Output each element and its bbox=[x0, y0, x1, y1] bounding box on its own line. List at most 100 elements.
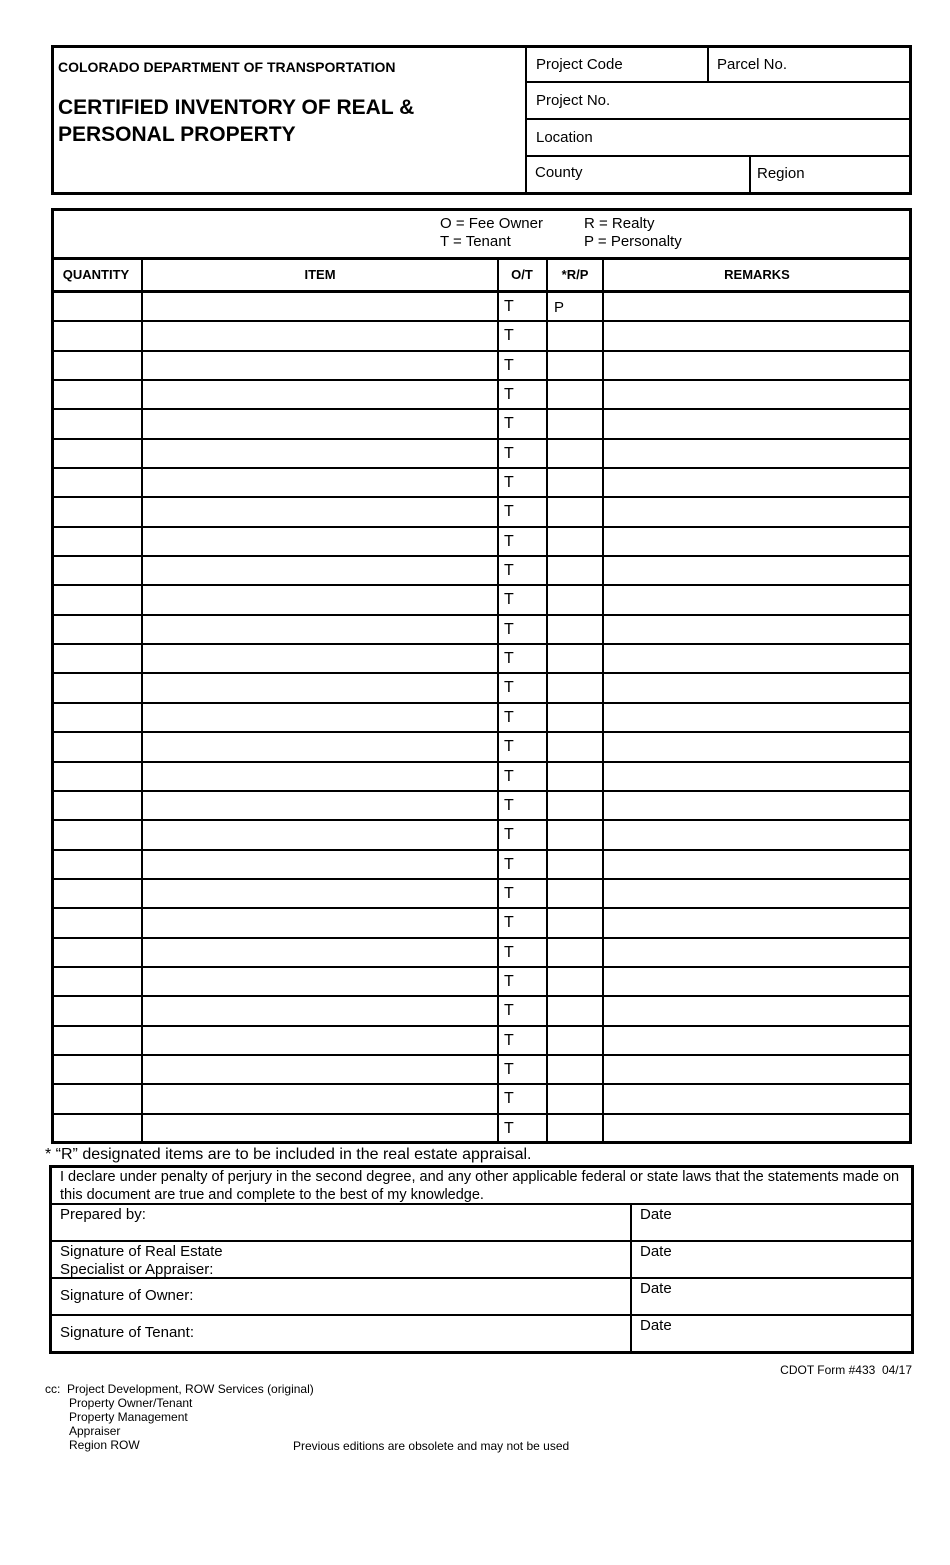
date-label: Date bbox=[640, 1280, 672, 1297]
rule bbox=[51, 290, 912, 293]
row-rule bbox=[51, 525, 912, 528]
row-rule bbox=[51, 877, 912, 880]
cell-ot: T bbox=[504, 356, 514, 374]
column-rule bbox=[141, 258, 143, 1144]
row-rule bbox=[49, 1314, 914, 1316]
rule bbox=[526, 155, 912, 157]
row-rule bbox=[51, 760, 912, 763]
legend-text: P = Personalty bbox=[584, 233, 682, 250]
row-rule bbox=[49, 1277, 914, 1279]
field-label: Parcel No. bbox=[717, 56, 788, 73]
row-rule bbox=[51, 437, 912, 440]
agency: COLORADO DEPARTMENT OF TRANSPORTATION bbox=[58, 59, 396, 75]
row-rule bbox=[51, 643, 912, 646]
date-label: Date bbox=[640, 1243, 672, 1260]
cell-ot: T bbox=[504, 826, 514, 844]
row-rule bbox=[51, 936, 912, 939]
row-rule bbox=[51, 408, 912, 411]
rule bbox=[707, 45, 709, 82]
cell-ot: T bbox=[504, 1031, 514, 1049]
cell-ot: T bbox=[504, 972, 514, 990]
rule bbox=[51, 257, 912, 260]
legend-text: O = Fee Owner bbox=[440, 215, 543, 232]
declaration: I declare under penalty of perjury in th… bbox=[60, 1169, 900, 1203]
row-rule bbox=[51, 1024, 912, 1027]
cell-ot: T bbox=[504, 943, 514, 961]
row-rule bbox=[51, 907, 912, 910]
row-rule bbox=[49, 1203, 914, 1205]
row-rule bbox=[51, 701, 912, 704]
cell-ot: T bbox=[504, 503, 514, 521]
column-header: REMARKS bbox=[724, 267, 790, 282]
cell-ot: T bbox=[504, 708, 514, 726]
signature-label: Signature of Tenant: bbox=[60, 1324, 194, 1341]
cell-ot: T bbox=[504, 1119, 514, 1137]
field-label: Location bbox=[536, 129, 593, 146]
column-rule bbox=[630, 1315, 632, 1352]
rule bbox=[525, 45, 527, 195]
cell-ot: T bbox=[504, 327, 514, 345]
column-rule bbox=[630, 1241, 632, 1278]
column-rule bbox=[497, 258, 499, 1144]
column-header: O/T bbox=[511, 267, 533, 282]
cell-ot: T bbox=[504, 1090, 514, 1108]
cell-ot: T bbox=[504, 679, 514, 697]
cell-ot: T bbox=[504, 415, 514, 433]
cc-recipient: Appraiser bbox=[69, 1424, 121, 1438]
header-box bbox=[51, 45, 912, 195]
row-rule bbox=[51, 555, 912, 558]
declaration-box bbox=[49, 1165, 914, 1354]
rule bbox=[526, 118, 912, 120]
row-rule bbox=[51, 1053, 912, 1056]
cell-ot: T bbox=[504, 532, 514, 550]
row-rule bbox=[51, 965, 912, 968]
form-number: CDOT Form #433 04/17 bbox=[780, 1363, 912, 1377]
cell-ot: T bbox=[504, 298, 514, 315]
cell-ot: T bbox=[504, 738, 514, 756]
row-rule bbox=[51, 496, 912, 499]
column-rule bbox=[546, 258, 548, 1144]
cell-ot: T bbox=[504, 1002, 514, 1020]
field-label: Region bbox=[757, 165, 805, 182]
inventory-table bbox=[51, 208, 912, 1144]
cell-ot: T bbox=[504, 767, 514, 785]
row-rule bbox=[51, 995, 912, 998]
cell-ot: T bbox=[504, 1060, 514, 1078]
cell-ot: T bbox=[504, 562, 514, 580]
row-rule bbox=[49, 1240, 914, 1242]
cell-ot: T bbox=[504, 620, 514, 638]
legend-text: R = Realty bbox=[584, 215, 655, 232]
row-rule bbox=[51, 320, 912, 323]
cell-ot: T bbox=[504, 650, 514, 668]
cell-ot: T bbox=[504, 474, 514, 492]
row-rule bbox=[51, 467, 912, 470]
cell-ot: T bbox=[504, 796, 514, 814]
signature-label: Prepared by: bbox=[60, 1206, 146, 1223]
cc-recipient: Region ROW bbox=[69, 1438, 140, 1452]
row-rule bbox=[51, 819, 912, 822]
row-rule bbox=[51, 1112, 912, 1115]
date-label: Date bbox=[640, 1206, 672, 1223]
obsolete-note: Previous editions are obsolete and may n… bbox=[293, 1439, 570, 1453]
rule bbox=[749, 156, 751, 194]
row-rule bbox=[51, 349, 912, 352]
cc-recipient: Property Owner/Tenant bbox=[69, 1396, 193, 1410]
row-rule bbox=[51, 848, 912, 851]
date-label: Date bbox=[640, 1317, 672, 1334]
row-rule bbox=[51, 379, 912, 382]
field-label: Project No. bbox=[536, 92, 611, 109]
footnote: * “R” designated items are to be include… bbox=[45, 1146, 532, 1163]
row-rule bbox=[51, 789, 912, 792]
row-rule bbox=[51, 584, 912, 587]
cell-rp: P bbox=[554, 299, 565, 316]
cc-recipient: Property Management bbox=[69, 1410, 188, 1424]
row-rule bbox=[51, 1083, 912, 1086]
cc-recipient: Project Development, ROW Services (origi… bbox=[67, 1382, 314, 1396]
row-rule bbox=[51, 672, 912, 675]
field-label: County bbox=[535, 164, 583, 181]
cell-ot: T bbox=[504, 884, 514, 902]
column-header: ITEM bbox=[304, 267, 336, 282]
column-header: QUANTITY bbox=[62, 267, 130, 282]
legend-text: T = Tenant bbox=[440, 233, 511, 250]
